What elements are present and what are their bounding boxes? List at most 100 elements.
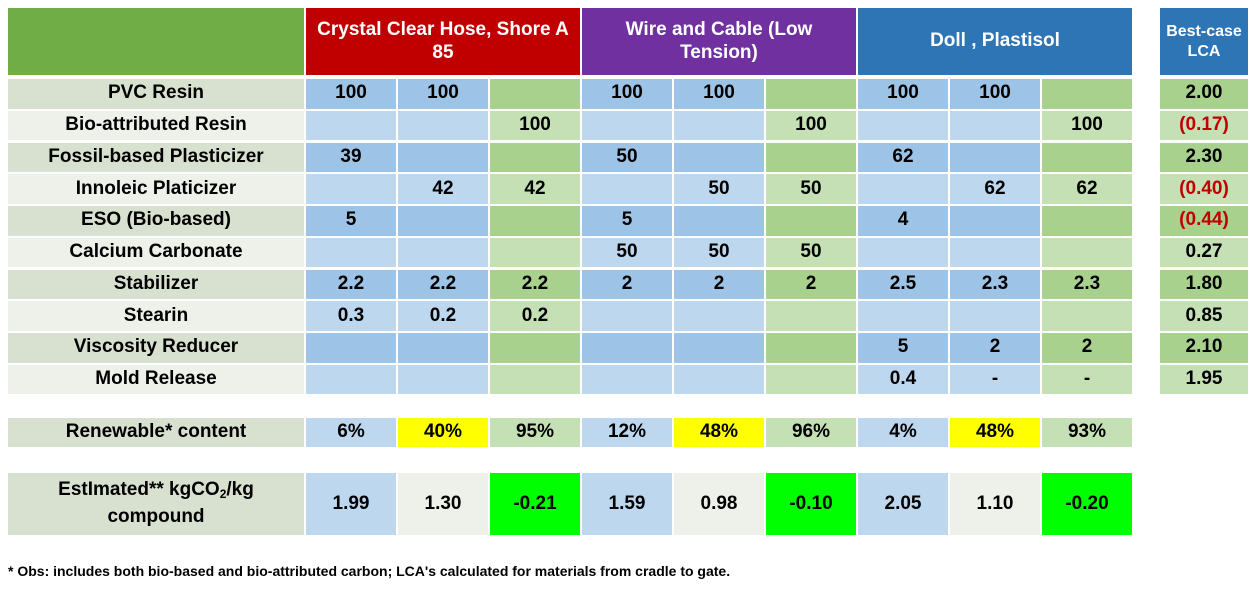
table-cell [306, 174, 396, 204]
table-cell: 2 [674, 269, 764, 300]
table-cell [674, 364, 764, 395]
renewable-value: 96% [766, 418, 856, 447]
renewable-label: Renewable* content [8, 418, 304, 447]
table-cell [306, 333, 396, 363]
table-cell: 0.3 [306, 301, 396, 331]
table-cell: 0.2 [490, 301, 580, 331]
table-cell [398, 206, 488, 236]
table-cell: 39 [306, 142, 396, 173]
lca-value: 2.00 [1160, 79, 1248, 109]
row-label: Calcium Carbonate [8, 237, 304, 268]
table-cell [766, 364, 856, 395]
table-cell: 100 [950, 79, 1040, 109]
table-cell [306, 364, 396, 395]
table-cell: 5 [858, 333, 948, 363]
table-cell: 2 [950, 333, 1040, 363]
table-cell [582, 333, 672, 363]
row-label: Mold Release [8, 364, 304, 395]
table-cell [398, 110, 488, 141]
row-label: Fossil-based Plasticizer [8, 142, 304, 173]
table-cell [950, 142, 1040, 173]
table-cell: 50 [766, 174, 856, 204]
table-cell: 4 [858, 206, 948, 236]
group-header-1: Crystal Clear Hose, Shore A 85 [306, 8, 580, 75]
table-cell [398, 333, 488, 363]
table-cell: 100 [1042, 110, 1132, 141]
table-cell [306, 237, 396, 268]
table-cell: 50 [674, 237, 764, 268]
row-label: PVC Resin [8, 79, 304, 109]
renewable-value: 12% [582, 418, 672, 447]
row-label: Innoleic Platicizer [8, 174, 304, 204]
lca-value: 2.30 [1160, 142, 1248, 173]
table-cell [582, 174, 672, 204]
lca-value: (0.44) [1160, 206, 1248, 236]
table-cell: 2.2 [398, 269, 488, 300]
table-cell [1042, 237, 1132, 268]
table-cell [674, 301, 764, 331]
table-cell [674, 142, 764, 173]
row-label: ESO (Bio-based) [8, 206, 304, 236]
table-cell [582, 364, 672, 395]
table-cell [1042, 79, 1132, 109]
table-cell [858, 110, 948, 141]
estimated-value: 1.99 [306, 473, 396, 535]
table-cell: 100 [306, 79, 396, 109]
table-cell: 2 [582, 269, 672, 300]
table-cell [398, 237, 488, 268]
table-cell: 2.2 [490, 269, 580, 300]
table-cell: 2 [766, 269, 856, 300]
table-cell [766, 79, 856, 109]
table-cell [858, 301, 948, 331]
estimated-value: 1.30 [398, 473, 488, 535]
table-cell: 50 [582, 237, 672, 268]
table-cell [398, 364, 488, 395]
table-cell [858, 237, 948, 268]
table-cell: 62 [858, 142, 948, 173]
table-cell: 62 [1042, 174, 1132, 204]
table-cell [766, 333, 856, 363]
footnote: * Obs: includes both bio-based and bio-a… [8, 563, 731, 579]
table-cell: 2.5 [858, 269, 948, 300]
lca-value: 1.95 [1160, 364, 1248, 395]
table-cell [490, 142, 580, 173]
table-cell: 100 [674, 79, 764, 109]
table-cell: 2 [1042, 333, 1132, 363]
table-cell: 2.3 [950, 269, 1040, 300]
estimated-value: -0.20 [1042, 473, 1132, 535]
table-cell: 42 [490, 174, 580, 204]
table-cell [950, 110, 1040, 141]
row-label: Viscosity Reducer [8, 333, 304, 363]
renewable-value: 48% [674, 418, 764, 447]
table-cell [858, 174, 948, 204]
table-cell: 100 [766, 110, 856, 141]
estimated-value: -0.10 [766, 473, 856, 535]
table-cell: 50 [582, 142, 672, 173]
table-cell [950, 301, 1040, 331]
lca-value: 1.80 [1160, 269, 1248, 300]
table-cell: - [1042, 364, 1132, 395]
table-cell [582, 110, 672, 141]
lca-value: (0.17) [1160, 110, 1248, 141]
lca-value: 0.85 [1160, 301, 1248, 331]
estimated-label-subscript: 2 [219, 487, 227, 502]
estimated-label-text: EstImated** kgCO [58, 479, 220, 501]
table-cell: 62 [950, 174, 1040, 204]
table-cell [674, 110, 764, 141]
table-cell: 100 [398, 79, 488, 109]
row-label: Stearin [8, 301, 304, 331]
estimated-value: 1.10 [950, 473, 1040, 535]
renewable-value: 93% [1042, 418, 1132, 447]
renewable-value: 4% [858, 418, 948, 447]
table-cell: 2.3 [1042, 269, 1132, 300]
table-cell: 50 [674, 174, 764, 204]
row-label: Bio-attributed Resin [8, 110, 304, 141]
table-cell: 0.4 [858, 364, 948, 395]
renewable-value: 95% [490, 418, 580, 447]
lca-value: 0.27 [1160, 237, 1248, 268]
estimated-value: 0.98 [674, 473, 764, 535]
table-cell [674, 333, 764, 363]
table-cell [766, 301, 856, 331]
table-cell: 0.2 [398, 301, 488, 331]
